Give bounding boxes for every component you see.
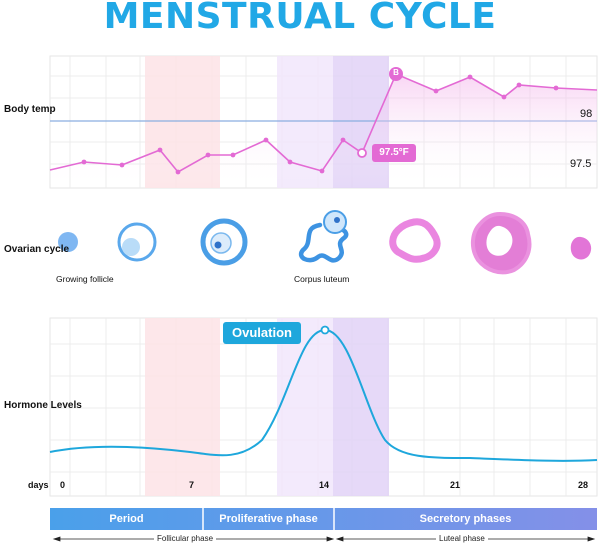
phase-secretory: Secretory phases: [419, 513, 512, 525]
tick-label: 7: [189, 480, 195, 490]
follicular-phase-label: Follicular phase: [154, 534, 217, 543]
corpus-luteum-label: Corpus luteum: [294, 274, 350, 284]
ovarian-cycle-label: Ovarian cycle: [4, 244, 70, 255]
corpus-luteum-icon-2: [389, 218, 441, 263]
ovulation-point: [320, 325, 330, 335]
corpus-luteum-icon: [299, 210, 349, 263]
phase-bar: [50, 508, 597, 530]
days-label: days: [28, 480, 49, 490]
tick-label: 28: [578, 480, 589, 490]
ovarian-icons: [58, 210, 592, 275]
peak-marker-letter: B: [393, 68, 399, 77]
phase-proliferative: Proliferative phase: [219, 513, 318, 525]
phase-period: Period: [109, 513, 144, 525]
temp-axis-low: 97.5: [570, 158, 592, 170]
subphase-arrows: [52, 536, 596, 542]
tick-label: 14: [319, 480, 330, 490]
peak-temp-marker: [389, 67, 403, 81]
follicle-icon-1: [58, 232, 78, 252]
tick-label: 0: [60, 480, 66, 490]
tick-label: 21: [450, 480, 461, 490]
temp-line: [49, 67, 598, 188]
ovulation-callout: Ovulation: [223, 322, 301, 344]
low-temp-marker: [357, 148, 367, 158]
hormone-levels-label: Hormone Levels: [4, 400, 82, 411]
temp-callout: 97.5°F: [372, 144, 416, 162]
small-corpus-icon: [570, 236, 592, 260]
growing-follicle-label: Growing follicle: [56, 274, 114, 284]
luteal-phase-label: Luteal phase: [436, 534, 488, 543]
body-temp-label: Body temp: [4, 104, 56, 115]
hormone-grid: [49, 317, 598, 497]
temp-axis-high: 98: [580, 108, 593, 120]
page-title: MENSTRUAL CYCLE: [103, 0, 497, 37]
